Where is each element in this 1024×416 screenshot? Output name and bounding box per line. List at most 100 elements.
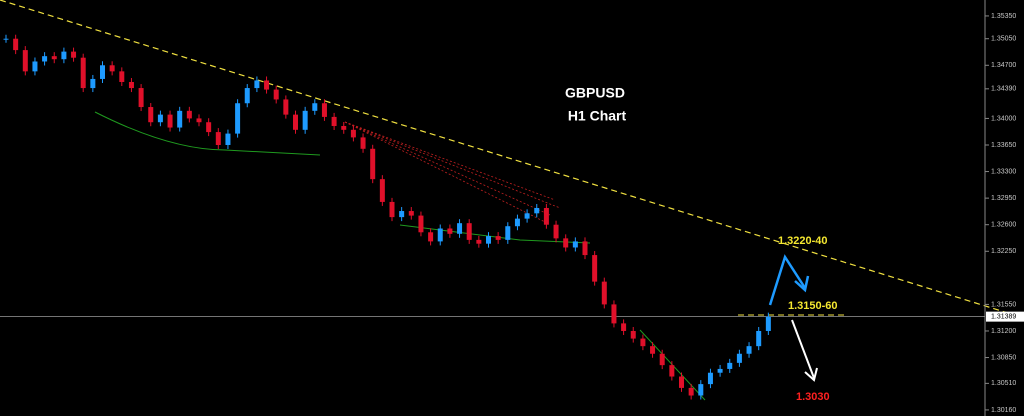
candle-body xyxy=(71,51,77,58)
candle-body xyxy=(418,215,424,233)
candle-body xyxy=(177,110,183,128)
candle-body xyxy=(582,241,588,256)
candle-body xyxy=(659,353,665,366)
candle-body xyxy=(235,103,241,134)
candle-body xyxy=(457,223,463,234)
candle-body xyxy=(13,38,19,51)
candle-body xyxy=(727,362,733,369)
y-tick-label: 1.31550 xyxy=(991,301,1016,308)
candle-body xyxy=(437,228,443,242)
candle-body xyxy=(514,218,520,227)
candle-body xyxy=(331,116,337,127)
y-tick-label: 1.31200 xyxy=(991,328,1016,335)
arrow-head xyxy=(794,275,810,293)
candle-body xyxy=(447,228,453,234)
candle-body xyxy=(688,387,694,396)
candle-body xyxy=(389,201,395,218)
candle-body xyxy=(630,330,636,339)
arrow-head xyxy=(804,367,818,382)
candle-body xyxy=(543,208,549,225)
candle-body xyxy=(100,65,105,79)
candle-body xyxy=(148,107,154,123)
y-tick-label: 1.35350 xyxy=(991,13,1016,20)
candle-body xyxy=(302,110,308,130)
candle-body xyxy=(698,384,704,396)
y-tick-label: 1.30510 xyxy=(991,380,1016,387)
candle-body xyxy=(534,208,540,214)
candle-body xyxy=(707,372,713,385)
arrow xyxy=(768,254,807,306)
annotation: 1.3220-40 xyxy=(778,235,828,247)
candle-body xyxy=(90,78,96,89)
candle-body xyxy=(553,224,559,239)
candle-body xyxy=(601,281,607,305)
candle-body xyxy=(370,148,376,180)
candle-body xyxy=(360,137,366,149)
candle-body xyxy=(51,56,57,60)
candle-body xyxy=(22,50,28,72)
annotation: 1.3150-60 xyxy=(788,300,838,312)
annotation: 1.3030 xyxy=(796,391,830,403)
y-tick-label: 1.34700 xyxy=(991,62,1016,69)
y-tick-label: 1.30850 xyxy=(991,354,1016,361)
support-line xyxy=(639,329,706,401)
candle-body xyxy=(650,346,656,354)
candle-body xyxy=(32,61,38,72)
candle-body xyxy=(399,211,405,218)
trend-line xyxy=(0,0,1024,319)
candle-body xyxy=(167,114,173,128)
candle-body xyxy=(379,179,385,202)
candle-body xyxy=(109,65,115,72)
candle-body xyxy=(293,114,298,130)
y-tick-label: 1.34390 xyxy=(991,86,1016,93)
candle-body xyxy=(611,304,617,324)
chart-subtitle: H1 Chart xyxy=(568,108,627,124)
candle-body xyxy=(505,226,511,240)
candle-body xyxy=(746,346,752,354)
candle-body xyxy=(524,213,530,219)
candle-body xyxy=(157,114,163,123)
candle-body xyxy=(321,103,327,117)
candle-body xyxy=(61,51,67,60)
candle-body xyxy=(408,211,414,216)
candle-body xyxy=(428,232,434,242)
candle-body xyxy=(756,330,762,347)
arrow xyxy=(791,319,815,379)
candle-body xyxy=(196,118,202,123)
candle-body xyxy=(80,57,86,89)
y-tick-label: 1.30160 xyxy=(991,407,1016,414)
candle-body xyxy=(466,223,472,240)
candle-body xyxy=(225,133,231,145)
candle-body xyxy=(283,99,289,115)
support-line xyxy=(94,111,321,156)
candle-body xyxy=(206,122,212,133)
current-price-box xyxy=(986,311,1024,322)
candle-body xyxy=(563,238,569,248)
candle-body xyxy=(264,80,270,90)
candle-body xyxy=(186,110,192,119)
candle-body xyxy=(717,368,723,373)
y-tick-label: 1.32250 xyxy=(991,248,1016,255)
candle-body xyxy=(495,236,501,240)
candle-body xyxy=(640,338,646,347)
candle-body xyxy=(254,80,260,89)
candle-body xyxy=(486,236,491,244)
candle-body xyxy=(128,81,134,89)
candle-body xyxy=(138,88,144,108)
candle-body xyxy=(119,71,125,82)
candle-body xyxy=(312,103,318,111)
candle-body xyxy=(42,56,48,62)
y-tick-label: 1.35050 xyxy=(991,36,1016,43)
candle-body xyxy=(765,316,771,331)
candle-body xyxy=(273,89,279,100)
candle-body xyxy=(350,129,356,138)
y-tick-label: 1.32950 xyxy=(991,195,1016,202)
current-price-label: 1.31389 xyxy=(991,313,1016,320)
y-tick-label: 1.34000 xyxy=(991,115,1016,122)
candle-body xyxy=(244,88,250,104)
candle-body xyxy=(215,132,221,145)
y-tick-label: 1.33650 xyxy=(991,142,1016,149)
candle-body xyxy=(669,365,675,377)
